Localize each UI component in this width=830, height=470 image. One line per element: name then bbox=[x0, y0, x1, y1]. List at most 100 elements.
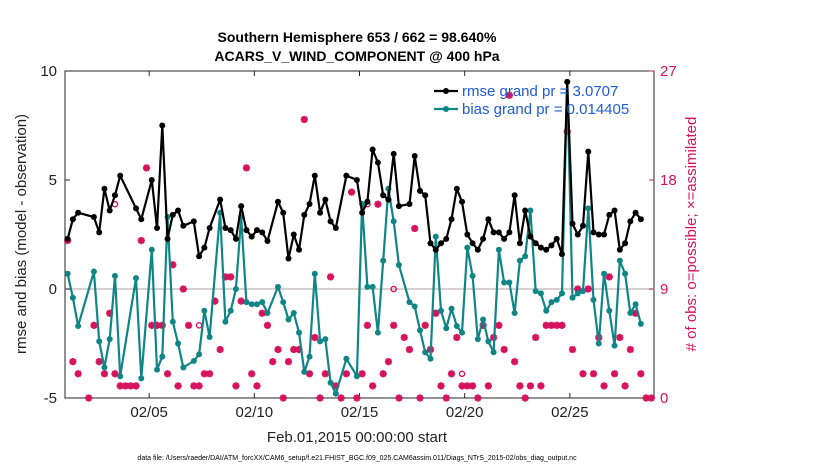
rmse-data-point bbox=[485, 216, 492, 223]
bias-data-point bbox=[606, 307, 613, 314]
rmse-data-point bbox=[264, 238, 271, 245]
rmse-data-point bbox=[169, 211, 176, 218]
rmse-data-point bbox=[238, 203, 245, 210]
bias-data-point bbox=[201, 307, 208, 314]
rmse-data-point bbox=[343, 172, 350, 179]
obs-assimilated-marker bbox=[616, 333, 624, 342]
obs-assimilated-marker bbox=[242, 164, 251, 172]
rmse-data-point bbox=[558, 251, 565, 258]
obs-assimilated-marker bbox=[537, 382, 545, 390]
bias-data-point bbox=[132, 275, 139, 282]
rmse-data-point bbox=[111, 192, 118, 199]
rmse-data-point bbox=[280, 209, 287, 216]
rmse-data-point bbox=[285, 255, 292, 262]
obs-assimilated-marker bbox=[290, 345, 298, 354]
obs-assimilated-marker bbox=[300, 115, 308, 124]
bias-data-point bbox=[553, 296, 560, 303]
bias-data-point bbox=[569, 294, 576, 301]
rmse-data-point bbox=[274, 198, 281, 205]
bias-data-point bbox=[637, 320, 644, 327]
obs-assimilated-marker bbox=[363, 321, 371, 329]
x-axis-label: Feb.01,2015 00:00:00 start bbox=[267, 429, 448, 446]
rmse-data-point bbox=[180, 222, 187, 229]
rmse-data-point bbox=[459, 198, 466, 205]
obs-assimilated-marker bbox=[174, 382, 182, 390]
obs-assimilated-marker bbox=[495, 321, 503, 329]
rmse-data-point bbox=[543, 246, 550, 253]
obs-assimilated-marker bbox=[348, 188, 356, 196]
rmse-data-point bbox=[637, 216, 644, 223]
rmse-data-point bbox=[474, 246, 481, 253]
rmse-data-point bbox=[290, 231, 297, 238]
bias-data-point bbox=[111, 272, 118, 279]
chart-subtitle: ACARS_V_WIND_COMPONENT @ 400 hPa bbox=[214, 48, 499, 64]
obs-assimilated-marker bbox=[405, 345, 414, 354]
bias-data-point bbox=[285, 316, 292, 323]
obs-assimilated-marker bbox=[95, 358, 103, 366]
rmse-data-point bbox=[574, 231, 581, 238]
obs-assimilated-marker bbox=[132, 382, 140, 390]
rmse-data-point bbox=[627, 218, 634, 225]
bias-data-point bbox=[343, 355, 350, 362]
obs-assimilated-marker bbox=[411, 224, 419, 233]
bias-data-point bbox=[296, 329, 303, 336]
bias-data-point bbox=[558, 290, 565, 297]
obs-assimilated-marker bbox=[305, 370, 314, 378]
rmse-data-point bbox=[516, 240, 523, 247]
bias-data-point bbox=[154, 366, 161, 373]
bias-data-point bbox=[516, 257, 523, 264]
rmse-data-point bbox=[190, 218, 197, 225]
rmse-data-point bbox=[90, 214, 97, 221]
obs-assimilated-marker bbox=[647, 394, 655, 402]
bias-data-point bbox=[480, 316, 487, 323]
obs-assimilated-marker bbox=[206, 370, 214, 378]
obs-assimilated-marker bbox=[337, 394, 345, 402]
obs-assimilated-marker bbox=[100, 370, 109, 378]
obs-assimilated-marker bbox=[579, 370, 587, 378]
bias-data-point bbox=[543, 307, 550, 314]
obs-assimilated-marker bbox=[447, 370, 456, 378]
obs-assimilated-marker bbox=[437, 382, 445, 390]
bias-data-point bbox=[474, 336, 481, 343]
rmse-data-point bbox=[148, 177, 155, 183]
bias-data-point bbox=[601, 270, 608, 277]
rmse-data-point bbox=[432, 246, 439, 253]
obs-assimilated-marker bbox=[195, 382, 203, 390]
bias-data-point bbox=[448, 305, 455, 312]
bias-data-point bbox=[459, 329, 466, 336]
rmse-data-point bbox=[448, 216, 455, 223]
bias-data-point bbox=[364, 283, 371, 290]
obs-assimilated-marker bbox=[584, 285, 592, 293]
rmse-data-point bbox=[506, 229, 513, 236]
bias-data-point bbox=[522, 253, 529, 260]
obs-assimilated-marker bbox=[90, 321, 98, 329]
bias-data-point bbox=[280, 299, 287, 306]
rmse-data-point bbox=[75, 209, 82, 216]
rmse-data-point bbox=[132, 205, 139, 212]
bias-data-point bbox=[232, 286, 239, 292]
bias-data-point bbox=[380, 257, 387, 264]
plot-area: 02/05 02/10 02/15 02/20 02/25 -5 0 5 10 0 9 18 27 rms… bbox=[40, 63, 676, 421]
obs-assimilated-marker bbox=[600, 382, 608, 390]
rmse-data-point bbox=[606, 211, 613, 218]
rmse-data-point bbox=[464, 231, 471, 238]
obs-assimilated-marker bbox=[284, 358, 293, 366]
y-right-tick-label: 27 bbox=[660, 63, 677, 80]
obs-assimilated-marker bbox=[626, 345, 634, 354]
obs-assimilated-marker bbox=[384, 358, 393, 366]
rmse-data-point bbox=[527, 233, 534, 240]
bias-data-point bbox=[532, 288, 539, 295]
rmse-data-point bbox=[322, 196, 329, 203]
obs-assimilated-marker bbox=[505, 91, 513, 99]
bias-data-point bbox=[222, 318, 229, 325]
obs-assimilated-marker bbox=[500, 345, 508, 354]
rmse-data-point bbox=[416, 187, 423, 194]
bias-data-point bbox=[464, 244, 471, 251]
bias-data-point bbox=[159, 353, 166, 360]
rmse-data-point bbox=[196, 253, 203, 260]
rmse-data-point bbox=[217, 196, 224, 203]
obs-assimilated-marker bbox=[458, 382, 466, 390]
rmse-data-point bbox=[306, 200, 313, 207]
